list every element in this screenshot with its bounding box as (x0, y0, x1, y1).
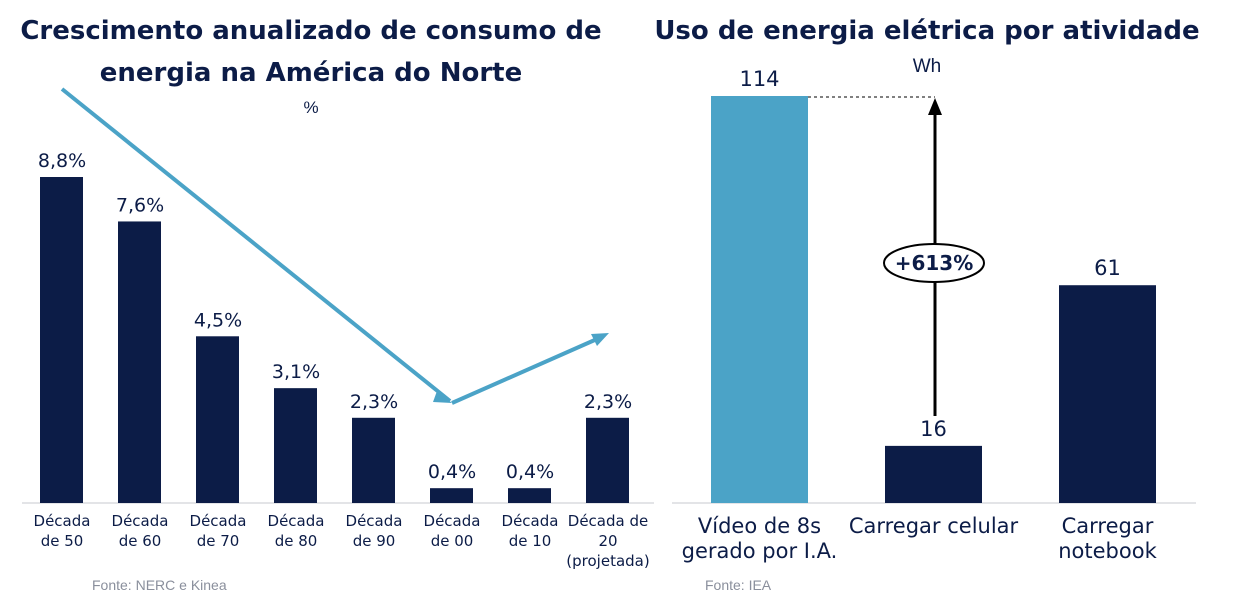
comparison-arrow-head-icon (928, 98, 942, 115)
right-category-label: Carregar celular (849, 514, 1019, 538)
right-bar-value-label: 114 (739, 67, 779, 91)
left-bar (40, 177, 83, 503)
trend-arrow-down-head-icon (433, 391, 452, 403)
right-chart-source: Fonte: IEA (705, 577, 772, 593)
left-category-label: Década (190, 512, 247, 530)
trend-arrow-up (451, 337, 598, 405)
left-category-label: de 00 (431, 532, 474, 550)
trend-arrow-up-head-icon (591, 333, 609, 346)
right-category-label: Carregar (1062, 514, 1154, 538)
left-chart-category-labels: Década de 50 Década de 60 Década de 70 Década d… (34, 512, 650, 570)
left-bar-value-label: 0,4% (506, 461, 554, 483)
left-category-label: de 80 (275, 532, 318, 550)
left-chart-title-line-1: Crescimento anualizado de consumo de (20, 16, 601, 46)
left-bar-value-label: 8,8% (38, 150, 86, 172)
left-bar (586, 417, 629, 503)
left-bar (118, 221, 161, 504)
left-bar-value-label: 3,1% (272, 361, 320, 383)
increase-badge (883, 243, 985, 283)
left-category-label: Década (34, 512, 91, 530)
left-category-label: Década (424, 512, 481, 530)
left-bar-value-label: 7,6% (116, 194, 164, 216)
right-bar-value-label: 16 (920, 417, 947, 441)
left-bar-value-label: 0,4% (428, 461, 476, 483)
left-category-label: (projetada) (566, 552, 649, 570)
trend-arrow-down (60, 87, 452, 403)
left-category-label: de 70 (197, 532, 240, 550)
left-category-label: de 50 (41, 532, 84, 550)
increase-badge-label: +613% (895, 251, 974, 275)
right-chart-value-labels: 114 16 61 (739, 67, 1120, 441)
right-bar (711, 96, 808, 503)
left-bar (196, 336, 239, 503)
left-category-label: Década de (568, 512, 648, 530)
left-chart-unit: % (303, 98, 318, 117)
left-category-label: Década (346, 512, 403, 530)
left-category-label: de 90 (353, 532, 396, 550)
left-category-label: Década (112, 512, 169, 530)
left-bar (508, 488, 551, 503)
left-category-label: Década (502, 512, 559, 530)
left-bar-value-label: 4,5% (194, 309, 242, 331)
left-chart-source: Fonte: NERC e Kinea (92, 577, 227, 593)
right-chart-bars (711, 96, 1156, 503)
right-bar (1059, 285, 1156, 503)
left-chart-value-labels: 8,8% 7,6% 4,5% 3,1% 2,3% 0,4% 0,4% 2,3% (38, 150, 632, 483)
left-chart-title-line-2: energia na América do Norte (100, 58, 522, 88)
right-category-label: Vídeo de 8s (698, 514, 821, 538)
right-bar-value-label: 61 (1094, 256, 1121, 280)
left-category-label: de 10 (509, 532, 552, 550)
right-category-label: notebook (1058, 539, 1157, 563)
right-bar (885, 445, 982, 503)
left-category-label: Década (268, 512, 325, 530)
right-category-label: gerado por I.A. (682, 539, 838, 563)
left-chart-bars (40, 177, 629, 504)
right-chart-title: Uso de energia elétrica por atividade (654, 16, 1199, 46)
left-bar-value-label: 2,3% (350, 391, 398, 413)
left-bar-value-label: 2,3% (584, 391, 632, 413)
left-category-label: 20 (598, 532, 617, 550)
left-bar (352, 417, 395, 503)
left-bar (430, 488, 473, 503)
left-category-label: de 60 (119, 532, 162, 550)
right-chart-unit: Wh (913, 56, 942, 77)
left-bar (274, 388, 317, 503)
